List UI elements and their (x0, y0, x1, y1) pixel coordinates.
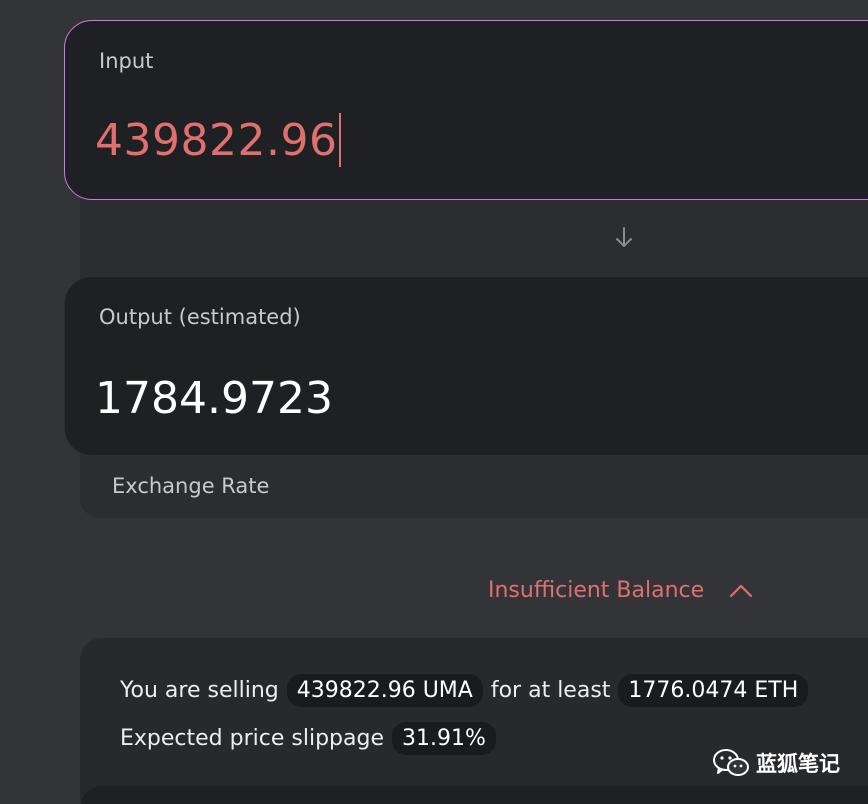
watermark: 蓝狐笔记 (712, 748, 840, 778)
output-amount-text: 1784.9723 (95, 373, 333, 424)
insufficient-balance-toggle[interactable]: Insufficient Balance (488, 578, 754, 603)
min-prefix: for at least (490, 678, 611, 703)
input-amount-field[interactable]: 439822.96 (95, 113, 342, 167)
slippage-summary-line: Expected price slippage 31.91% (120, 722, 504, 755)
exchange-rate-label: Exchange Rate (112, 474, 270, 498)
slippage-badge: 31.91% (391, 722, 496, 755)
output-label: Output (estimated) (99, 305, 301, 329)
wechat-icon (713, 749, 749, 776)
trade-summary-card: You are selling 439822.96 UMA for at lea… (80, 638, 868, 804)
bottom-card-edge (80, 786, 868, 804)
input-amount-text: 439822.96 (95, 114, 338, 166)
input-card[interactable]: Input 439822.96 (64, 20, 868, 200)
selling-summary-line: You are selling 439822.96 UMA for at lea… (120, 674, 816, 707)
watermark-text: 蓝狐笔记 (756, 752, 840, 776)
warning-text: Insufficient Balance (488, 578, 705, 603)
selling-amount-badge: 439822.96 UMA (286, 674, 483, 707)
min-amount-badge: 1776.0474 ETH (618, 674, 809, 707)
chevron-up-icon[interactable] (728, 582, 754, 600)
input-label: Input (99, 49, 154, 73)
arrow-down-icon[interactable] (612, 224, 636, 252)
text-caret (339, 113, 342, 167)
slippage-prefix: Expected price slippage (120, 726, 384, 751)
selling-prefix: You are selling (120, 678, 279, 703)
output-card[interactable]: Output (estimated) 1784.9723 (64, 276, 868, 456)
